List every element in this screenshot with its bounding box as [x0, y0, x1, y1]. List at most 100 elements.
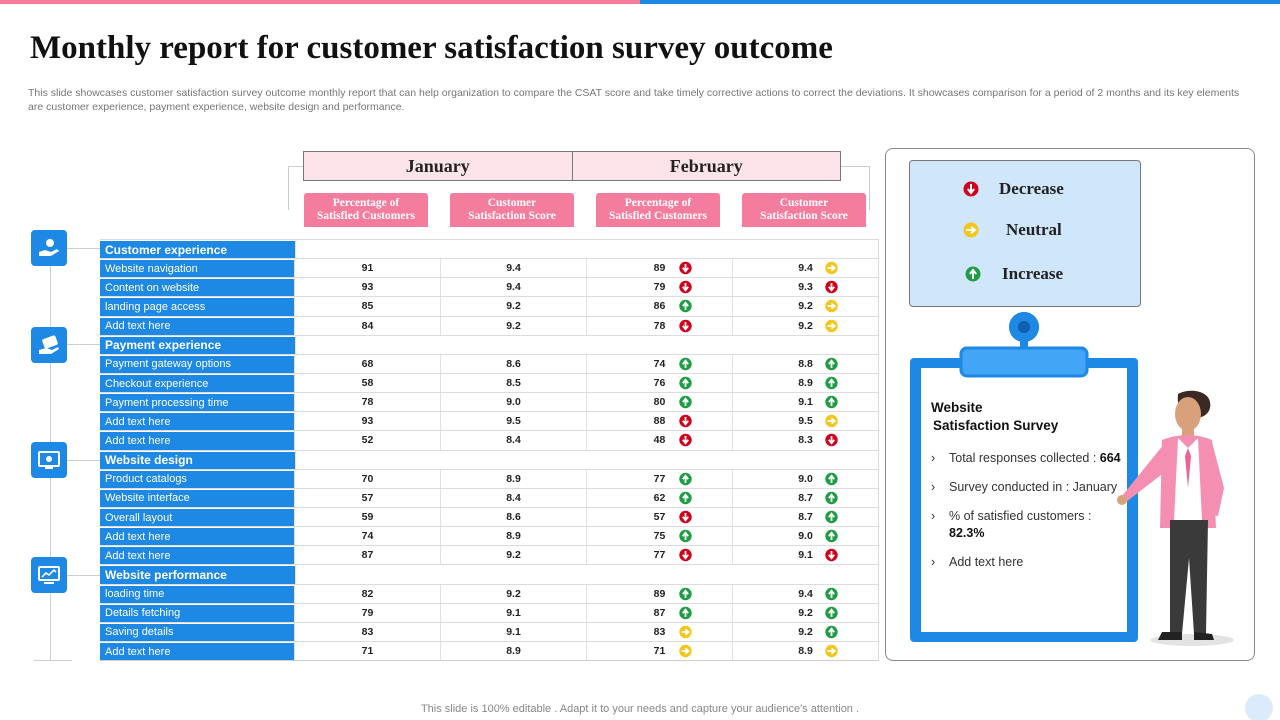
table-cell: 83: [294, 622, 440, 641]
decrease-icon: [679, 281, 692, 294]
table-row: Add text here 52 8.4 48 8.3: [100, 430, 879, 450]
table-cell: 82: [294, 584, 440, 603]
increase-icon: [825, 472, 838, 485]
month-january: January: [405, 156, 470, 176]
satisfaction-table: Customer experience Website navigation 91 9…: [100, 239, 879, 662]
page-subtitle: This slide showcases customer satisfacti…: [28, 87, 1240, 113]
table-cell: 8.3: [732, 431, 878, 450]
row-label: Payment processing time: [100, 393, 294, 412]
survey-item: › Survey conducted in : January: [931, 480, 1118, 494]
table-cell: 9.1: [440, 603, 586, 622]
table-row: Website interface 57 8.4 62 8.7: [100, 487, 879, 507]
row-label: Product catalogs: [100, 469, 294, 488]
increase-icon: [825, 376, 838, 390]
table-cell: 68: [294, 354, 440, 373]
page-title: Monthly report for customer satisfaction…: [30, 30, 833, 66]
table-row: Checkout experience 58 8.5 76 8.9: [100, 372, 879, 393]
table-cell: 77: [586, 546, 732, 565]
row-label: Website interface: [100, 488, 294, 507]
row-label: Add text here: [100, 527, 294, 546]
table-cell: 79: [294, 603, 440, 622]
footer-note: This slide is 100% editable . Adapt it t…: [420, 703, 860, 715]
increase-icon: [825, 606, 838, 619]
table-row: Overall layout 59 8.6 57 8.7: [100, 506, 879, 527]
survey-title: Website Satisfaction Survey: [931, 400, 1059, 433]
table-cell: 8.9: [732, 373, 878, 393]
decrease-icon: [679, 510, 692, 524]
row-label: Website navigation: [100, 259, 294, 278]
decrease-icon: [825, 549, 838, 562]
increase-icon: [679, 300, 692, 313]
decrease-icon: [825, 434, 838, 447]
timeline-base: [34, 660, 72, 661]
table-cell: 58: [294, 373, 440, 393]
table-cell: 62: [586, 488, 732, 507]
row-label: Overall layout: [100, 507, 294, 527]
neutral-icon: [825, 644, 838, 658]
increase-icon: [679, 606, 692, 619]
month-february: February: [571, 152, 841, 180]
table-row: Add text here 74 8.9 75 9.0: [100, 526, 879, 546]
timeline-connector: [50, 575, 100, 576]
category-row: Customer experience: [100, 239, 879, 259]
legend-increase-label: Increase: [1002, 264, 1064, 283]
table-row: Content on website 93 9.4 79 9.3: [100, 277, 879, 297]
increase-icon: [825, 625, 838, 639]
website-design-icon: [31, 442, 67, 478]
table-cell: 9.5: [440, 412, 586, 431]
column-header-feb-score: Customer Satisfaction Score: [742, 193, 866, 227]
row-label: loading time: [100, 584, 294, 603]
table-cell: 9.1: [732, 546, 878, 565]
table-cell: 93: [294, 278, 440, 297]
decrease-icon: [679, 549, 692, 562]
neutral-icon: [679, 644, 692, 658]
table-cell: 9.2: [440, 546, 586, 565]
neutral-icon: [825, 415, 838, 428]
table-cell: 8.9: [440, 527, 586, 546]
row-label: Customer experience: [100, 240, 295, 259]
neutral-icon: [825, 319, 838, 332]
decrease-icon: [679, 434, 692, 447]
table-cell: 79: [586, 278, 732, 297]
table-cell: 57: [586, 507, 732, 527]
survey-item: › Total responses collected : 664: [931, 451, 1121, 465]
table-cell: 57: [294, 488, 440, 507]
column-header-jan-score: Customer Satisfaction Score: [450, 193, 574, 227]
table-row: Website navigation 91 9.4 89 9.4: [100, 258, 879, 278]
table-cell: 8.7: [732, 507, 878, 527]
table-cell: 9.2: [440, 297, 586, 316]
row-label: Payment gateway options: [100, 354, 294, 373]
row-label: Add text here: [100, 412, 294, 431]
table-cell: 8.4: [440, 488, 586, 507]
clipboard-clip-top: [959, 312, 1089, 378]
table-cell: 48: [586, 431, 732, 450]
increase-icon: [825, 357, 838, 371]
table-cell: 8.9: [440, 469, 586, 488]
top-accent-blue: [640, 0, 1280, 4]
table-cell: 74: [294, 527, 440, 546]
row-label: Add text here: [100, 431, 294, 450]
table-cell: 9.5: [732, 412, 878, 431]
table-cell: 87: [294, 546, 440, 565]
row-label: Content on website: [100, 278, 294, 297]
increase-icon: [965, 266, 981, 282]
decrease-icon: [679, 319, 692, 332]
table-cell: 8.9: [732, 641, 878, 661]
table-cell: 77: [586, 469, 732, 488]
increase-icon: [825, 587, 838, 600]
neutral-icon: [679, 625, 692, 639]
legend-decrease-label: Decrease: [999, 179, 1064, 198]
increase-icon: [825, 529, 838, 543]
increase-icon: [825, 510, 838, 524]
table-row: Add text here 87 9.2 77 9.1: [100, 545, 879, 565]
table-cell: 9.2: [440, 584, 586, 603]
table-cell: 8.9: [440, 641, 586, 661]
table-cell: 9.4: [440, 259, 586, 278]
table-row: Add text here 93 9.5 88 9.5: [100, 411, 879, 431]
table-cell: 9.0: [440, 393, 586, 412]
timeline-connector: [50, 460, 100, 461]
row-label: Add text here: [100, 546, 294, 565]
increase-icon: [679, 376, 692, 390]
legend-neutral-label: Neutral: [1006, 220, 1062, 239]
table-cell: 9.4: [440, 278, 586, 297]
